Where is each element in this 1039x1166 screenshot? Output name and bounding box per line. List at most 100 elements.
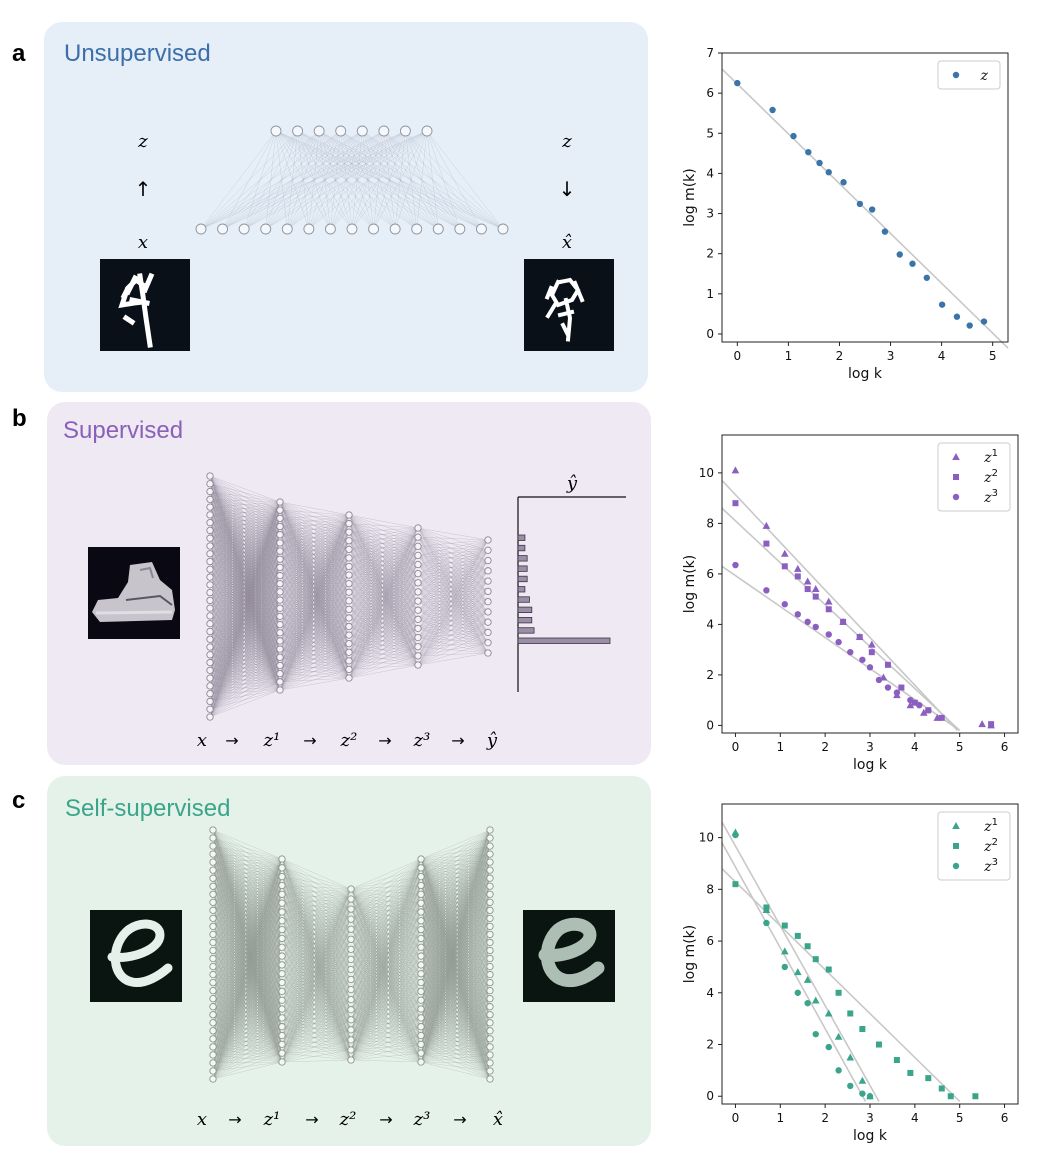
data-point bbox=[859, 1090, 866, 1097]
net-b-node bbox=[414, 551, 422, 560]
data-point bbox=[858, 1076, 867, 1084]
net-b-node bbox=[206, 690, 214, 698]
net-c-node bbox=[486, 1075, 494, 1083]
net-c-node bbox=[209, 1027, 217, 1035]
x-tick-label: 0 bbox=[734, 349, 742, 363]
output-bar bbox=[517, 637, 611, 644]
net-b-node bbox=[414, 615, 422, 623]
net-b-node bbox=[414, 624, 422, 633]
panel-letter-c: c bbox=[12, 787, 26, 814]
net-b-node bbox=[345, 554, 353, 562]
y-tick-label: 4 bbox=[706, 986, 714, 1000]
flow-b-x: x bbox=[197, 730, 207, 751]
net-c-node bbox=[209, 1011, 217, 1019]
net-c-node bbox=[486, 1067, 494, 1075]
net-b-node bbox=[345, 631, 353, 639]
series-z1 bbox=[731, 828, 874, 1100]
data-point bbox=[769, 106, 776, 114]
data-point bbox=[825, 1043, 832, 1051]
net-b-node bbox=[206, 682, 214, 690]
data-point bbox=[780, 947, 789, 955]
data-point bbox=[790, 132, 797, 140]
net-c-node bbox=[278, 890, 286, 898]
flow-b-arrow-1: → bbox=[225, 731, 238, 750]
net-b-node bbox=[276, 580, 284, 588]
x-tick-label: 2 bbox=[821, 1111, 829, 1125]
net-b-node bbox=[206, 518, 214, 527]
net-c-node bbox=[209, 1059, 217, 1067]
y-tick-label: 10 bbox=[699, 831, 714, 845]
net-c-node bbox=[209, 1019, 217, 1027]
net-a-node bbox=[454, 223, 466, 235]
fit-line bbox=[721, 68, 1009, 349]
x-tick-label: 6 bbox=[1001, 740, 1009, 754]
net-c-node bbox=[347, 985, 355, 994]
data-point bbox=[834, 1032, 843, 1040]
net-c-node bbox=[278, 1040, 286, 1048]
data-point bbox=[938, 714, 945, 721]
data-point bbox=[825, 631, 832, 638]
net-b-node bbox=[206, 635, 214, 643]
net-a-node bbox=[411, 223, 423, 235]
data-point bbox=[907, 1069, 914, 1076]
data-point bbox=[804, 999, 811, 1007]
net-c-node bbox=[417, 925, 425, 934]
net-a-node bbox=[281, 223, 293, 235]
net-a-node bbox=[378, 125, 390, 137]
net-b-node bbox=[276, 522, 284, 531]
data-point bbox=[896, 251, 903, 258]
net-b-node bbox=[414, 661, 422, 669]
data-point bbox=[732, 561, 739, 569]
net-b-node bbox=[206, 666, 214, 675]
net-c-node bbox=[209, 938, 217, 947]
x-tick-label: 2 bbox=[821, 740, 829, 754]
net-c-node bbox=[486, 938, 494, 947]
data-point bbox=[966, 322, 973, 329]
net-c-node bbox=[209, 914, 217, 923]
net-b-node bbox=[206, 627, 214, 636]
data-point bbox=[781, 922, 788, 929]
net-b-node bbox=[276, 686, 284, 694]
data-point bbox=[835, 1067, 842, 1074]
net-b-node bbox=[206, 557, 214, 566]
net-c-node bbox=[209, 1043, 217, 1051]
data-point bbox=[794, 989, 801, 996]
net-a-node bbox=[303, 223, 315, 235]
net-c-node bbox=[347, 895, 355, 903]
x-tick-label: 3 bbox=[866, 740, 874, 754]
net-b-node bbox=[206, 526, 214, 535]
flow-c-z1: z¹ bbox=[263, 1109, 281, 1130]
x-tick-label: 5 bbox=[956, 1111, 964, 1125]
net-c-node bbox=[486, 946, 494, 955]
net-c-node bbox=[347, 1006, 355, 1014]
legend-label: z bbox=[980, 68, 989, 84]
net-c-node bbox=[417, 873, 425, 881]
data-point bbox=[763, 919, 770, 927]
net-c-node bbox=[278, 952, 286, 960]
y-tick-label: 5 bbox=[706, 126, 714, 140]
net-c-node bbox=[417, 1014, 425, 1022]
net-b-node bbox=[345, 528, 353, 536]
data-point bbox=[972, 1093, 979, 1100]
net-c-node bbox=[209, 922, 217, 931]
net-c-node bbox=[486, 1059, 494, 1067]
flow-c-x: x bbox=[197, 1109, 207, 1130]
x-tick-label: 5 bbox=[989, 349, 997, 363]
net-c-node bbox=[278, 970, 286, 978]
y-tick-label: 7 bbox=[706, 46, 714, 60]
flow-c-arrow-4: → bbox=[453, 1110, 466, 1129]
net-b-node bbox=[345, 571, 353, 579]
arrow-up-icon: ↑ bbox=[135, 177, 152, 201]
net-c-node bbox=[347, 1036, 355, 1044]
net-b-node bbox=[276, 629, 284, 637]
net-c-node bbox=[486, 1019, 494, 1027]
net-a-node bbox=[260, 223, 272, 235]
data-point bbox=[847, 1082, 854, 1090]
chart-b: 0 1 2 3 4 5 6 0 2 4 6 8 10 log k log m(k) z1 z2 z3 bbox=[682, 434, 1019, 773]
net-c-node bbox=[209, 842, 217, 850]
data-point bbox=[804, 586, 811, 593]
net-b-node bbox=[276, 670, 284, 678]
net-c-node bbox=[486, 1011, 494, 1019]
net-c-node bbox=[209, 874, 217, 882]
net-c-node bbox=[209, 962, 217, 971]
